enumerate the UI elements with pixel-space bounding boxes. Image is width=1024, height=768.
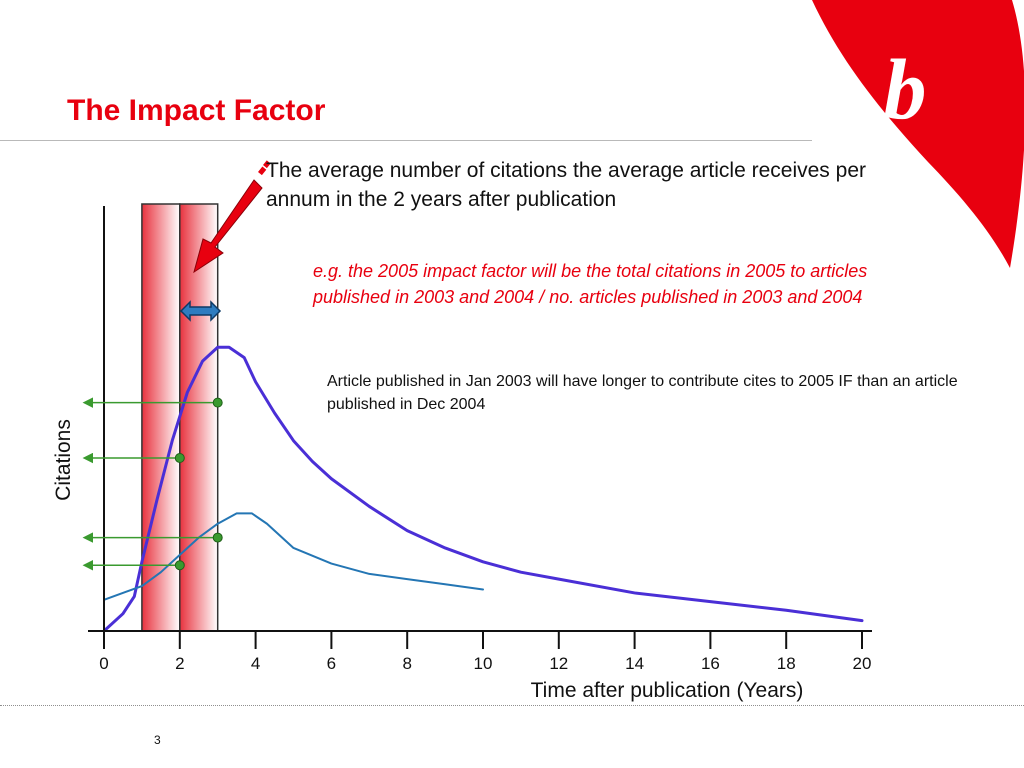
x-tick-label: 10 xyxy=(474,654,493,673)
data-marker-1 xyxy=(212,397,223,408)
x-tick-label: 2 xyxy=(175,654,184,673)
x-tick-label: 20 xyxy=(853,654,872,673)
x-axis-title: Time after publication (Years) xyxy=(531,679,804,702)
logo-red-flag-shape xyxy=(812,0,1024,268)
logo-letter: b xyxy=(884,41,927,137)
series-line-1 xyxy=(102,345,864,633)
footer-divider xyxy=(0,705,1024,706)
x-tick-label: 14 xyxy=(625,654,644,673)
x-tick-label: 8 xyxy=(402,654,411,673)
callout-arrow xyxy=(193,179,263,274)
data-marker-3 xyxy=(212,532,223,543)
y-axis-title: Citations xyxy=(52,419,75,501)
x-tick-label: 18 xyxy=(777,654,796,673)
example-text: e.g. the 2005 impact factor will be the … xyxy=(313,261,868,307)
x-tick-label: 12 xyxy=(549,654,568,673)
page-title: The Impact Factor xyxy=(67,94,326,127)
note-text: Article published in Jan 2003 will have … xyxy=(327,373,958,413)
two-year-window-arrow xyxy=(179,300,222,322)
callout-arrow-tail-dash xyxy=(263,160,271,169)
title-divider xyxy=(0,140,812,141)
x-tick-label: 0 xyxy=(99,654,108,673)
data-marker-2 xyxy=(174,453,185,463)
highlight-band-1 xyxy=(141,203,181,632)
series-line-2 xyxy=(103,512,484,601)
x-tick-label: 16 xyxy=(701,654,720,673)
data-marker-4 xyxy=(174,560,185,571)
callout-arrow-tail-dash xyxy=(258,166,267,176)
highlight-band-2 xyxy=(179,203,219,632)
page-number: 3 xyxy=(154,733,161,747)
definition-text: The average number of citations the aver… xyxy=(266,159,866,211)
x-tick-label: 6 xyxy=(327,654,336,673)
x-tick-label: 4 xyxy=(251,654,260,673)
